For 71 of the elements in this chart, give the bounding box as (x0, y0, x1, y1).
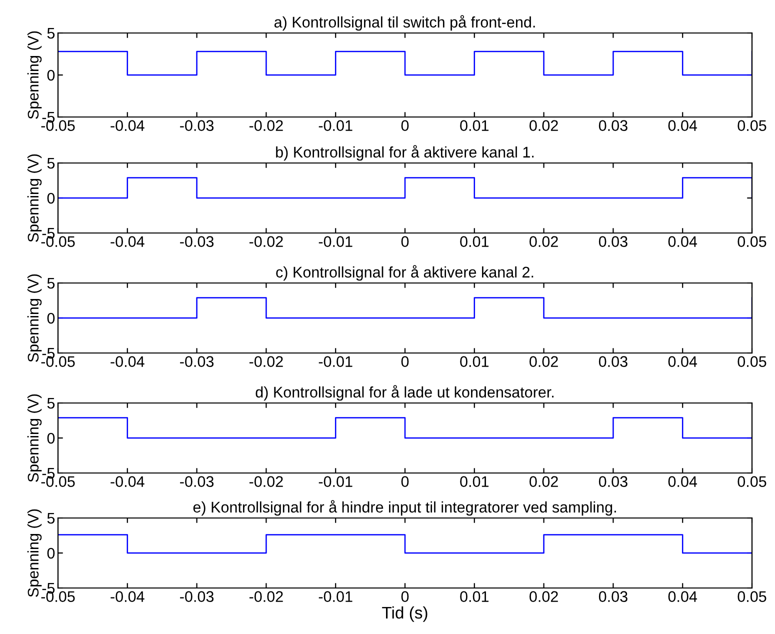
x-tick-label: 0.04 (668, 236, 698, 247)
x-tick-label: -0.04 (110, 120, 144, 131)
x-tick-label: 0.04 (668, 120, 698, 131)
y-tick-label: 5 (47, 28, 55, 39)
y-tick-label: 5 (47, 398, 55, 409)
x-tick-label: 0 (401, 236, 409, 247)
x-tick-label: 0.03 (598, 591, 628, 602)
x-tick-label: 0 (401, 476, 409, 487)
x-tick-label: -0.01 (318, 236, 352, 247)
x-tick-label: 0.01 (460, 120, 489, 131)
x-tick-label: -0.03 (180, 120, 214, 131)
x-tick-label: -0.02 (249, 356, 283, 367)
x-tick-label: 0.04 (668, 356, 698, 367)
x-tick-label: 0.01 (460, 356, 489, 367)
chart-title: e) Kontrollsignal for å hindre input til integratorer ved sampling. (193, 500, 616, 516)
x-tick-label: -0.04 (110, 356, 144, 367)
x-tick-label: 0.02 (530, 591, 558, 602)
x-tick-label: 0.03 (598, 356, 628, 367)
x-tick-label: 0.04 (668, 591, 698, 602)
x-tick-label: 0.02 (530, 356, 558, 367)
x-tick-label: -0.01 (318, 356, 352, 367)
chart-title: a) Kontrollsignal til switch på front-end. (274, 15, 535, 31)
x-tick-label: -0.01 (318, 120, 352, 131)
x-tick-label: -0.03 (180, 236, 214, 247)
x-tick-label: -0.04 (110, 236, 144, 247)
chart-title: c) Kontrollsignal for å aktivere kanal 2. (276, 265, 534, 281)
x-tick-label: 0.03 (598, 120, 628, 131)
x-tick-label: 0.05 (738, 120, 766, 131)
y-axis-title: Spenning (V) (27, 394, 42, 482)
x-tick-label: -0.02 (249, 591, 283, 602)
x-tick-label: 0 (401, 591, 409, 602)
x-tick-label: 0.02 (530, 476, 558, 487)
x-tick-label: 0 (401, 356, 409, 367)
x-tick-label: 0.03 (598, 236, 628, 247)
x-tick-label: 0 (401, 120, 409, 131)
y-tick-label: 5 (47, 278, 55, 289)
y-tick-label: 0 (47, 432, 55, 444)
x-tick-label: -0.02 (249, 236, 283, 247)
x-tick-label: -0.04 (110, 591, 144, 602)
x-tick-label: -0.01 (318, 591, 352, 602)
x-tick-label: 0.05 (738, 591, 766, 602)
x-tick-label: 0.05 (738, 476, 766, 487)
x-tick-label: -0.04 (110, 476, 144, 487)
x-tick-label: -0.02 (249, 476, 283, 487)
x-tick-label: 0.03 (598, 476, 628, 487)
chart-title: d) Kontrollsignal for å lade ut kondensatorer. (256, 385, 554, 401)
x-tick-label: 0.01 (460, 591, 489, 602)
x-tick-label: -0.03 (180, 591, 214, 602)
y-axis-title: Spenning (V) (27, 31, 42, 119)
x-tick-label: 0.05 (738, 236, 766, 247)
y-axis-title: Spenning (V) (27, 509, 42, 597)
x-tick-label: 0.05 (738, 356, 766, 367)
y-tick-label: 0 (47, 70, 55, 81)
y-tick-label: 0 (47, 548, 55, 559)
x-tick-label: -0.03 (180, 356, 214, 367)
x-tick-label: -0.03 (180, 476, 214, 487)
y-tick-label: 5 (47, 158, 55, 169)
y-axis-title: Spenning (V) (27, 274, 42, 362)
y-tick-label: 5 (47, 513, 55, 524)
x-tick-label: -0.02 (249, 120, 283, 131)
y-tick-label: 0 (47, 312, 55, 324)
y-tick-label: 0 (47, 192, 55, 204)
x-tick-label: 0.04 (668, 476, 698, 487)
x-tick-label: 0.02 (530, 236, 558, 247)
x-tick-label: 0.02 (530, 120, 558, 131)
x-tick-label: -0.01 (318, 476, 352, 487)
x-tick-label: 0.01 (460, 476, 489, 487)
chart-title: b) Kontrollsignal for å aktivere kanal 1. (276, 145, 534, 161)
x-axis-title: Tid (s) (382, 606, 428, 622)
y-axis-title: Spenning (V) (27, 154, 42, 242)
x-tick-label: 0.01 (460, 236, 489, 247)
